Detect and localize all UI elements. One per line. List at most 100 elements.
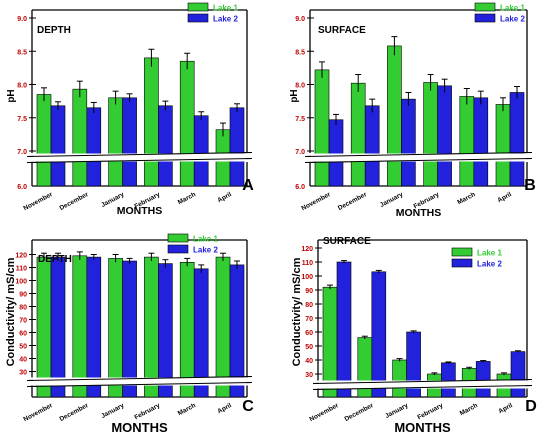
y-tick-label: 7.0 [295,149,305,156]
y-tick-label: 40 [305,358,313,365]
y-tick-label: 7.0 [17,149,27,156]
y-tick-label: 50 [305,344,313,351]
axis-break-line [312,379,533,384]
bar-lake1-january [108,258,123,398]
bar-lake1-november [36,94,52,187]
bar-lake1-march [179,261,195,398]
axis-break-line [26,152,253,157]
x-tick-label: December [337,191,368,212]
legend-swatch [474,2,496,12]
legend-label: Lake 1 [213,4,238,13]
y-tick-label: 70 [305,316,313,323]
y-axis-title: Conductivity/ mS/cm [5,257,17,366]
legend: Lake 1 Lake 2 [167,233,218,255]
axis-break-line [26,376,253,381]
bar-lake1-february [144,256,159,398]
axis-break-line [304,158,533,163]
panel-letter: C [242,398,254,415]
x-tick-label: November [22,402,54,423]
bar-lake1-february [144,57,159,187]
y-tick-label: 50 [19,344,27,351]
bar-lake1-march [459,96,475,187]
bar-lake2-february [441,362,456,398]
legend: Lake 1 Lake 2 [187,2,238,24]
x-tick-label: December [59,402,90,423]
bar-lake1-december [350,82,366,187]
y-tick-label: 110 [302,260,313,267]
axis-break-line [26,382,253,387]
bar-lake2-february [158,263,173,398]
y-tick-label: 60 [305,330,313,337]
x-tick-label: March [459,402,479,417]
y-tick-label: 8.5 [295,49,305,56]
bar-lake2-december [86,256,102,398]
y-tick-label: 90 [19,292,27,299]
legend-label: Lake 1 [477,249,502,258]
y-tick-label: 30 [305,372,313,379]
bar-lake2-december [371,271,387,398]
y-tick-label: 40 [19,357,27,364]
y-tick-label: 9.0 [17,16,27,23]
legend-label: Lake 2 [213,15,238,24]
bar-lake2-march [193,115,209,187]
x-axis-title: MONTHS [396,207,442,219]
x-axis-title: MONTHS [117,205,163,217]
y-tick-label: 9.0 [295,16,305,23]
x-tick-label: December [59,191,90,212]
y-tick-label: 8.5 [17,49,27,56]
y-tick-label: 70 [19,318,27,325]
panel-title: DEPTH [37,25,71,36]
bar-lake2-december [364,105,380,187]
legend: Lake 1 Lake 2 [451,247,502,269]
y-tick-label: 120 [301,246,313,253]
bar-lake1-december [72,88,88,187]
axis-break-gap [33,153,246,162]
bar-lake1-december [72,255,88,398]
panel-title: DEPTH [38,254,72,265]
y-axis-title: pH [289,89,300,102]
legend-swatch [187,13,209,23]
y-tick-label: 30 [19,370,27,377]
bar-lake2-november [328,119,344,187]
bar-lake2-november [50,256,66,398]
legend: Lake 1 Lake 2 [474,2,525,24]
legend-swatch [167,244,189,254]
x-tick-label: February [133,402,161,421]
bar-lake2-april [509,92,525,187]
bar-lake1-february [423,82,438,187]
panel-letter: B [524,177,536,194]
axis-break-line [312,385,533,390]
x-tick-label: November [308,402,340,423]
bar-lake2-november [50,105,66,187]
panel-title: SURFACE [318,25,366,36]
y-tick-label: 6.0 [17,184,27,191]
bar-lake2-march [473,97,489,187]
panel-letter: A [242,177,254,194]
legend-swatch [167,233,189,243]
x-tick-label: January [100,402,126,420]
x-axis-title: MONTHS [111,420,168,435]
chart-panel-c: 30 40 50 60 70 80 90 100 110 120 November December J… [5,233,254,435]
y-tick-label: 120 [15,253,27,260]
y-tick-label: 80 [305,302,313,309]
bar-lake2-april [510,351,526,398]
bar-lake2-march [475,361,491,398]
y-tick-label: 90 [305,288,313,295]
y-tick-label: 8.0 [17,83,27,90]
bar-lake2-february [158,105,173,187]
bar-lake1-november [314,69,330,187]
bar-lake1-january [108,97,123,187]
y-tick-label: 60 [19,331,27,338]
y-axis-title: pH [6,89,17,102]
bar-lake1-march [179,60,195,187]
y-tick-label: 8.0 [295,83,305,90]
y-tick-label: 6.0 [295,184,305,191]
bar-lake2-january [122,97,137,187]
axis-break-line [304,152,533,157]
legend-swatch [474,13,496,23]
axis-break-gap [311,153,526,162]
bar-lake1-april [495,104,511,187]
